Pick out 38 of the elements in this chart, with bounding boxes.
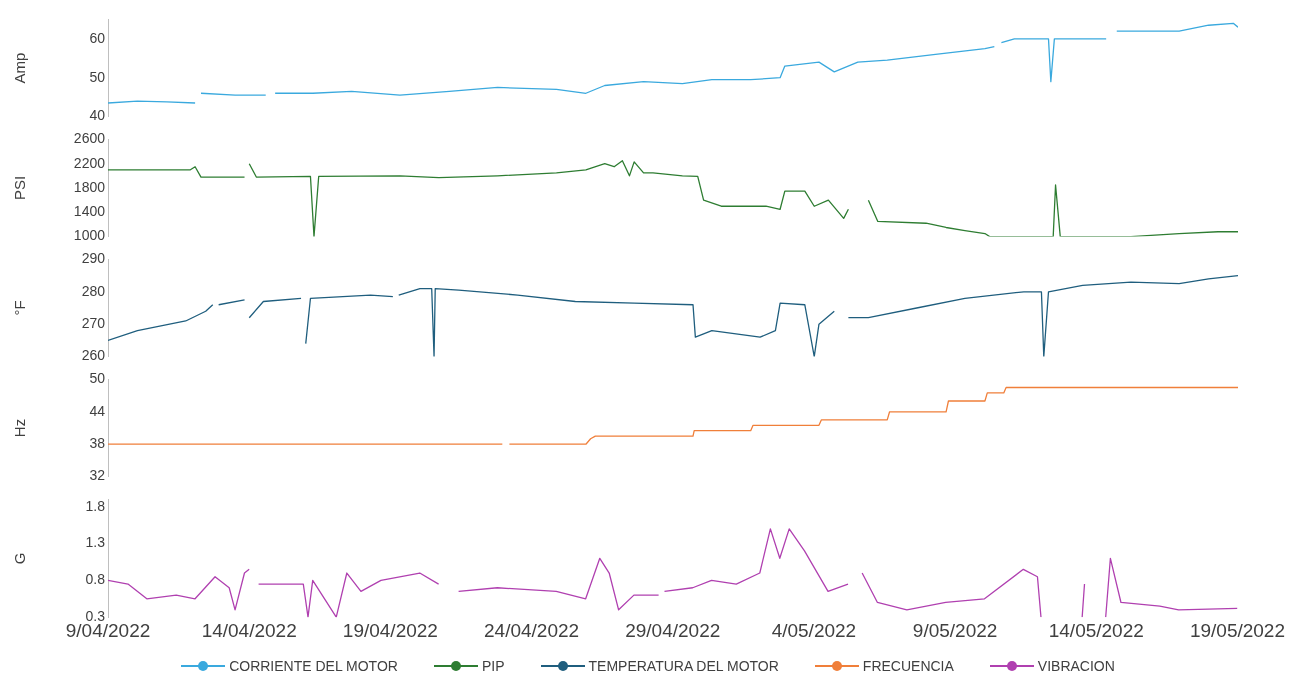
y-tick-label: 50 [89,370,106,387]
y-axis-title: PSI [11,175,29,201]
x-tick-label: 9/05/2022 [912,619,998,641]
y-tick-label: 50 [89,68,106,85]
x-tick-label: 14/05/2022 [1048,619,1144,641]
y-tick-label: 1.3 [85,534,106,551]
x-tick-label: 19/05/2022 [1189,619,1285,641]
x-tick-label: 14/04/2022 [201,619,297,641]
y-tick-label: 32 [89,467,106,484]
x-tick-label: 24/04/2022 [484,619,580,641]
y-tick-label: 60 [89,29,106,46]
y-tick-label: 280 [81,282,106,299]
y-tick-label: 0.3 [85,608,106,625]
x-tick-label: 4/05/2022 [771,619,857,641]
x-tick-label: 19/04/2022 [342,619,438,641]
y-tick-label: 1800 [73,178,106,195]
legend-label: FRECUENCIA [862,658,954,674]
y-tick-label: 290 [81,250,106,267]
y-tick-label: 1400 [73,203,106,220]
y-tick-label: 44 [89,402,106,419]
y-tick-label: 260 [81,347,106,364]
y-axis-title: Amp [11,52,29,84]
y-tick-label: 40 [89,107,106,124]
y-tick-label: 1000 [73,227,106,244]
legend-label: PIP [481,658,505,674]
y-axis-title: G [11,552,29,565]
y-tick-label: 38 [89,435,106,452]
x-tick-label: 29/04/2022 [625,619,721,641]
legend-label: TEMPERATURA DEL MOTOR [588,658,779,674]
legend-label: CORRIENTE DEL MOTOR [229,658,398,674]
y-tick-label: 2600 [73,130,106,147]
y-tick-label: 1.8 [85,497,106,514]
y-axis-title: Hz [11,418,29,438]
y-axis-title: °F [11,300,29,316]
y-tick-label: 2200 [73,154,106,171]
legend-label: VIBRACION [1037,658,1115,674]
y-tick-label: 0.8 [85,571,106,588]
y-tick-label: 270 [81,315,106,332]
